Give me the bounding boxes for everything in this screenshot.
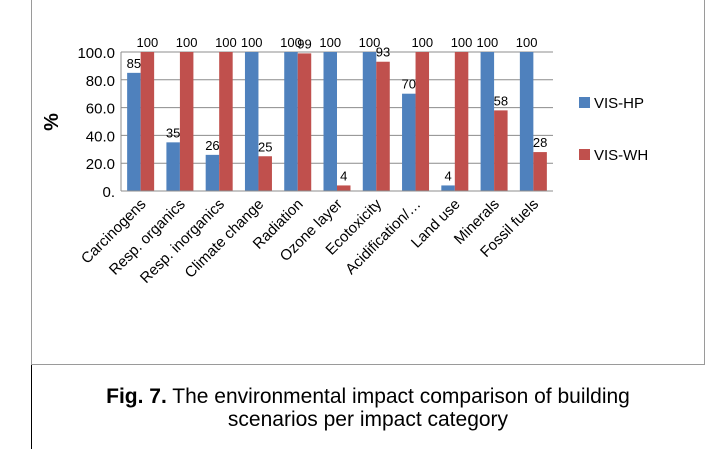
- bar-vis-wh: [140, 52, 155, 191]
- legend-label: VIS-HP: [594, 95, 644, 112]
- data-label: 100: [176, 35, 198, 50]
- y-tick-label: 100.0: [77, 45, 115, 62]
- bar-vis-hp: [519, 52, 534, 191]
- figure-caption: Fig. 7. The environmental impact compari…: [60, 385, 676, 431]
- legend-label: VIS-WH: [594, 147, 648, 164]
- bar-vis-hp: [323, 52, 337, 191]
- data-label: 26: [205, 138, 219, 153]
- y-tick-label: 80.0: [86, 73, 115, 90]
- bar-vis-hp: [441, 185, 455, 191]
- bar-vis-hp: [362, 52, 377, 191]
- legend-swatch: [579, 149, 590, 160]
- legend-swatch: [579, 97, 590, 108]
- data-label: 100: [516, 35, 538, 50]
- bar-vis-hp: [480, 52, 495, 191]
- data-label: 58: [494, 93, 508, 108]
- data-label: 93: [376, 45, 390, 60]
- bar-vis-wh: [454, 52, 469, 191]
- caption-text: The environmental impact comparison of b…: [166, 385, 630, 431]
- bar-vis-hp: [127, 72, 141, 191]
- data-label: 4: [444, 168, 451, 183]
- data-label: 100: [215, 35, 237, 50]
- data-label: 4: [340, 168, 347, 183]
- y-axis-label: %: [41, 113, 63, 131]
- bar-vis-wh: [415, 52, 430, 191]
- data-label: 99: [297, 36, 311, 51]
- bar-vis-wh: [494, 110, 508, 191]
- data-label: 100: [280, 35, 302, 50]
- data-label: 100: [451, 35, 473, 50]
- bar-vis-hp: [205, 154, 220, 191]
- bar-vis-hp: [166, 142, 180, 191]
- bar-vis-wh: [533, 152, 547, 191]
- bar-vis-wh: [179, 52, 194, 191]
- data-label: 35: [166, 125, 180, 140]
- y-tick-label: 20.0: [86, 156, 115, 173]
- bar-vis-wh: [297, 53, 312, 191]
- y-tick-label: 0.: [102, 184, 115, 201]
- chart-frame: [31, 0, 705, 365]
- page-left-rule: [31, 365, 32, 449]
- data-label: 100: [137, 35, 159, 50]
- data-label: 100: [359, 35, 381, 50]
- y-tick-label: 40.0: [86, 128, 115, 145]
- data-label: 100: [241, 35, 263, 50]
- bar-vis-hp: [402, 93, 416, 191]
- y-tick-label: 60.0: [86, 101, 115, 118]
- data-label: 25: [258, 139, 272, 154]
- caption-label: Fig. 7.: [106, 385, 167, 408]
- bar-vis-wh: [337, 185, 351, 191]
- bar-vis-hp: [284, 52, 298, 191]
- data-label: 100: [476, 35, 498, 50]
- data-label: 70: [402, 77, 416, 92]
- bar-vis-hp: [244, 52, 259, 191]
- data-label: 100: [319, 35, 341, 50]
- bar-vis-wh: [219, 52, 233, 191]
- data-label: 28: [533, 135, 547, 150]
- bar-vis-wh: [258, 156, 272, 191]
- data-label: 100: [411, 35, 433, 50]
- data-label: 85: [127, 56, 141, 71]
- bar-vis-wh: [376, 61, 390, 192]
